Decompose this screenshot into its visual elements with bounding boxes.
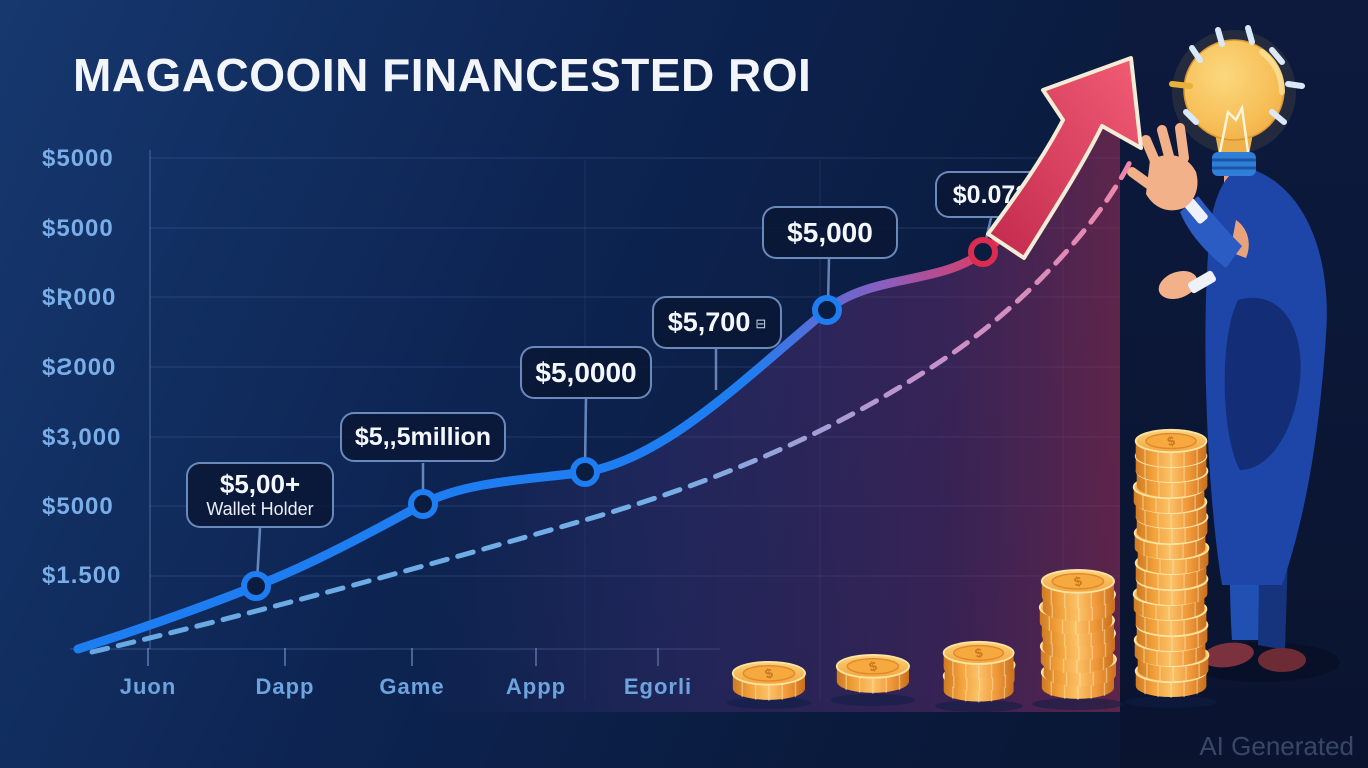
y-axis-label: $5000 [42, 215, 114, 242]
coin-stack-5 [1132, 428, 1210, 699]
callout-wallet-holder: $5,00+ Wallet Holder [186, 462, 334, 528]
ai-generated-watermark: AI Generated [1199, 731, 1354, 761]
callout-value: $5,,5million [354, 423, 492, 451]
x-axis-label: Dapp [255, 674, 315, 699]
page-title: MAGACOOIN FINANCESTED ROI [73, 49, 812, 101]
callout-4: $5,700 ⊟ [652, 296, 782, 349]
y-axis-label: $1.500 [42, 562, 122, 589]
callout-6: $0.073 [935, 171, 1047, 218]
lower-hand [1158, 270, 1198, 300]
x-axis-label: Game [379, 674, 445, 699]
coin-stack-2 [835, 653, 910, 695]
callout-value: $5,0000 [535, 356, 637, 388]
lightbulb-icon [1169, 25, 1305, 176]
businessman-illustration [1127, 25, 1340, 682]
callout-suffix: ⊟ [755, 316, 767, 332]
sparkle-rays-icon [1169, 25, 1305, 125]
callout-5: $5,000 [762, 206, 898, 259]
data-point-marker [968, 237, 998, 267]
y-axis-label: $Ƨ000 [42, 354, 117, 381]
coin-stack-1 [731, 660, 806, 702]
trend-dashed-line [89, 159, 1133, 655]
y-axis-label: $5000 [42, 145, 114, 172]
y-axis-label: $5000 [42, 493, 114, 520]
area-fill [423, 95, 1120, 712]
x-axis-label: Appp [505, 674, 567, 699]
callout-value: $5,700 [667, 307, 751, 338]
callout-value: $5,000 [787, 216, 873, 248]
data-point-marker [812, 295, 842, 325]
coin-stack-3 [942, 640, 1016, 704]
callout-value: $5,00+ [219, 469, 301, 500]
data-point-marker [570, 457, 600, 487]
y-axis-label: $3,000 [42, 424, 122, 451]
coin-stack-4 [1038, 568, 1117, 701]
shoe-icon [1202, 642, 1254, 668]
callout-3: $5,0000 [520, 346, 652, 399]
data-point-marker [241, 571, 271, 601]
data-point-marker [408, 489, 438, 519]
shoe-icon [1258, 648, 1306, 672]
callout-subtitle: Wallet Holder [206, 499, 314, 520]
callout-2: $5,,5million [340, 412, 506, 462]
x-axis-label: Egorli [623, 674, 693, 699]
raised-hand [1127, 123, 1198, 211]
coin-stacks-icon [727, 428, 1217, 712]
callout-value: $0.073 [952, 180, 1030, 209]
y-axis-label: $Ʀ000 [42, 284, 117, 311]
x-axis-label: Juon [119, 674, 177, 699]
